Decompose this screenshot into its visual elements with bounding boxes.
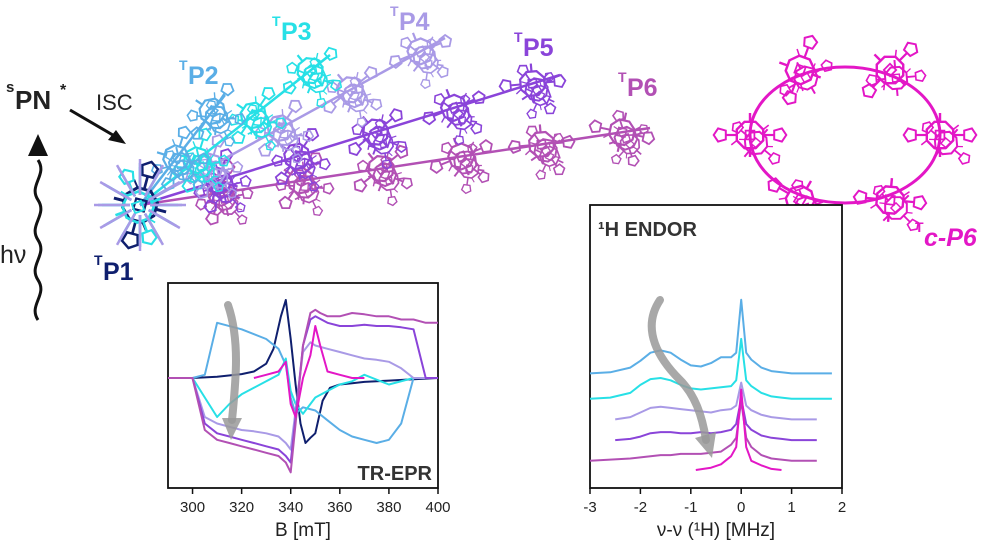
p1-label: P1 <box>103 258 134 286</box>
p1-spoke <box>143 164 165 197</box>
series-p3 <box>589 337 832 400</box>
epr-xtick-label: 340 <box>278 499 303 516</box>
p3-sup: T <box>272 13 281 29</box>
endor-frame <box>589 204 843 489</box>
cp6-sup: T <box>915 219 924 235</box>
hv-arrow-head <box>28 134 48 156</box>
p6-label: P6 <box>627 74 658 102</box>
epr-xtick-label: 360 <box>327 499 352 516</box>
endor-xtick-label: 1 <box>787 499 795 516</box>
cp6-label: c-P6 <box>924 224 978 252</box>
cp6-ring <box>748 65 942 205</box>
endor-title: ¹H ENDOR <box>598 219 697 241</box>
epr-trend-arrow <box>224 301 240 424</box>
p1-spoke <box>148 180 181 202</box>
p2-label: P2 <box>188 62 219 90</box>
endor-xtick-label: 2 <box>838 499 846 516</box>
endor-xlabel: ν-ν (¹H) [MHz] <box>657 520 775 541</box>
epr-xtick-label: 400 <box>425 499 450 516</box>
cp6-molecule <box>712 27 982 244</box>
p1-spoke <box>99 180 132 202</box>
tr-epr-chart: 300 320 340 360 380 400 B [mT] TR-EPR <box>167 282 451 541</box>
series-c-p6 <box>695 388 782 471</box>
endor-xtick-label: -3 <box>583 499 596 516</box>
endor-trend-arrow <box>647 296 710 444</box>
endor-chart: -3 -2 -1 0 1 2 ν-ν (¹H) [MHz] ¹H ENDOR <box>583 204 846 541</box>
p4-label: P4 <box>399 8 430 36</box>
p1-spoke <box>148 208 181 230</box>
isc-label: ISC <box>96 90 133 115</box>
endor-xtick-label: -2 <box>634 499 647 516</box>
spn-star: * <box>60 82 67 99</box>
series-c-p6 <box>253 325 365 418</box>
p2-molecule <box>139 71 249 206</box>
isc-arrow <box>69 108 119 140</box>
cp6-porphyrin-unit <box>847 27 933 113</box>
series-p6 <box>589 400 817 462</box>
p3-label: P3 <box>281 18 312 46</box>
p1-spoke <box>143 213 165 246</box>
p6-molecule <box>139 104 660 235</box>
isc-arrow-head <box>108 130 126 144</box>
series-p1 <box>168 299 439 444</box>
excitation-pathway: s PN * ISC hν <box>0 79 133 321</box>
endor-xtick-label: 0 <box>737 499 745 516</box>
spn-superscript: s <box>6 79 14 96</box>
triplet-molecules <box>94 19 982 257</box>
series-p6 <box>168 308 438 474</box>
molecule-labels: T P1 T P2 T P3 T P4 T P5 T P6 T c-P6 <box>94 3 978 286</box>
spn-label: PN <box>15 85 51 115</box>
epr-xtick-label: 320 <box>229 499 254 516</box>
p2-sup: T <box>179 57 188 73</box>
cp6-porphyrin-unit <box>910 109 982 177</box>
endor-xtick-label: -1 <box>684 499 697 516</box>
epr-frame <box>167 282 439 489</box>
epr-xlabel: B [mT] <box>275 520 331 541</box>
p1-spoke <box>115 213 137 246</box>
epr-xtick-label: 300 <box>180 499 205 516</box>
p1-sup: T <box>94 252 103 268</box>
p2-backbone <box>139 94 226 206</box>
series-p2 <box>589 298 832 375</box>
series-p5 <box>615 397 817 442</box>
p6-sup: T <box>618 69 627 85</box>
p5-sup: T <box>514 29 523 45</box>
p1-spoke <box>115 164 137 197</box>
epr-trend-arrow-head <box>222 418 242 440</box>
p4-sup: T <box>390 3 399 19</box>
hv-label: hν <box>0 241 26 269</box>
epr-xtick-label: 380 <box>376 499 401 516</box>
series-p2 <box>168 321 438 444</box>
epr-title: TR-EPR <box>358 463 433 485</box>
hv-wavy-arrow <box>33 159 43 321</box>
endor-trend-arrow-head <box>695 432 716 458</box>
p1-spoke <box>99 208 132 230</box>
series-p3 <box>168 357 438 418</box>
p5-label: P5 <box>523 34 554 62</box>
series-p4 <box>615 381 817 421</box>
cp6-porphyrin-unit <box>720 109 792 177</box>
